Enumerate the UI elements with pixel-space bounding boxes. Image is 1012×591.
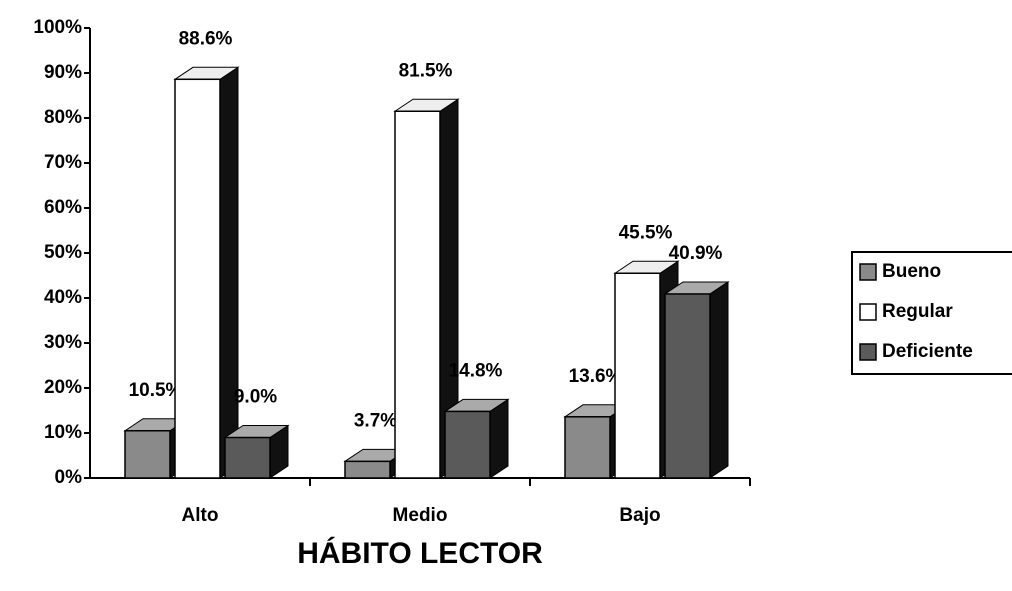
x-tick-label: Bajo bbox=[619, 505, 660, 526]
legend-swatch bbox=[859, 343, 877, 361]
bar bbox=[444, 410, 491, 479]
y-tick-label: 60% bbox=[44, 197, 82, 218]
value-label: 45.5% bbox=[619, 222, 673, 243]
legend-label: Deficiente bbox=[882, 341, 973, 362]
y-tick-label: 10% bbox=[44, 422, 82, 443]
y-tick-label: 20% bbox=[44, 377, 82, 398]
y-tick-label: 80% bbox=[44, 107, 82, 128]
y-tick-label: 70% bbox=[44, 152, 82, 173]
x-tick-label: Medio bbox=[393, 505, 448, 526]
value-label: 40.9% bbox=[669, 243, 723, 264]
value-label: 3.7% bbox=[354, 410, 397, 431]
bar bbox=[174, 78, 221, 479]
value-label: 14.8% bbox=[449, 360, 503, 381]
legend-swatch bbox=[859, 263, 877, 281]
value-label: 81.5% bbox=[399, 60, 453, 81]
bar bbox=[664, 293, 711, 479]
bar-side bbox=[709, 281, 729, 479]
y-tick-label: 100% bbox=[33, 17, 82, 38]
legend-label: Regular bbox=[882, 301, 953, 322]
bar bbox=[614, 272, 661, 479]
bar bbox=[564, 416, 611, 479]
y-tick-label: 0% bbox=[55, 467, 83, 488]
bar bbox=[124, 430, 171, 479]
y-tick-label: 50% bbox=[44, 242, 82, 263]
legend-label: Bueno bbox=[882, 261, 941, 282]
legend-box bbox=[851, 251, 1012, 375]
x-axis-title: HÁBITO LECTOR bbox=[297, 536, 543, 570]
bar-side bbox=[219, 66, 239, 479]
bar bbox=[224, 436, 271, 479]
y-tick-label: 40% bbox=[44, 287, 82, 308]
value-label: 9.0% bbox=[234, 387, 277, 408]
value-label: 10.5% bbox=[129, 380, 183, 401]
y-tick-label: 30% bbox=[44, 332, 82, 353]
legend-swatch bbox=[859, 303, 877, 321]
bar-side bbox=[489, 398, 509, 479]
value-label: 13.6% bbox=[569, 366, 623, 387]
y-tick-label: 90% bbox=[44, 62, 82, 83]
bar bbox=[394, 110, 441, 479]
bar bbox=[344, 460, 391, 479]
x-tick-label: Alto bbox=[182, 505, 219, 526]
value-label: 88.6% bbox=[179, 28, 233, 49]
